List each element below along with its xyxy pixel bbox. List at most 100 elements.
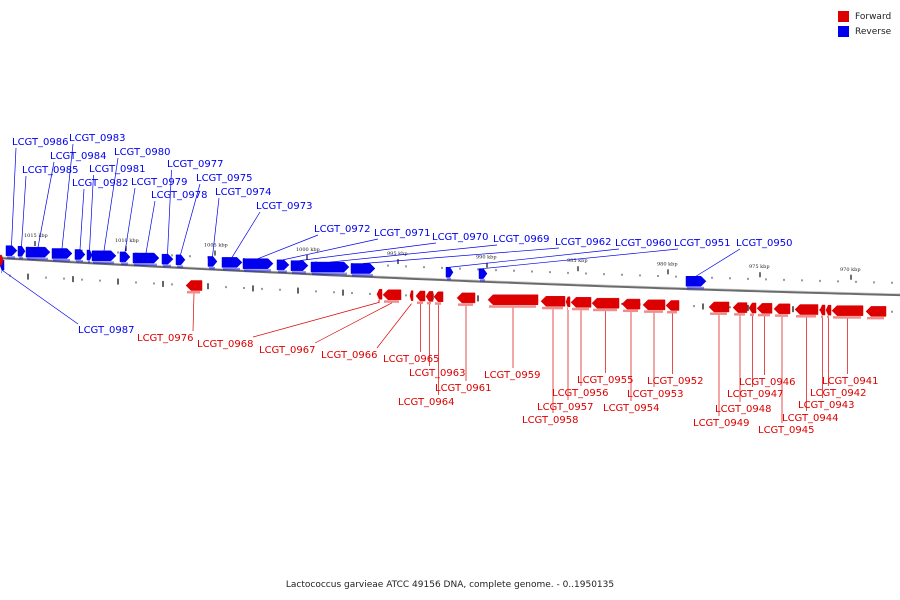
label-lcgt-0964[interactable]: LCGT_0964 [398,397,455,408]
gene-lcgt-0968[interactable] [376,289,383,303]
gene-lcgt-0977[interactable] [161,253,174,268]
label-lcgt-0957[interactable]: LCGT_0957 [537,402,594,413]
gene-lcgt-0985[interactable] [17,245,26,260]
gene-lcgt-0941-body [831,305,864,316]
label-lcgt-0960[interactable]: LCGT_0960 [615,238,672,249]
gene-lcgt-0971[interactable] [276,259,290,273]
gene-lcgt-0984[interactable] [25,246,51,261]
leader-lcgt-0971 [282,238,379,261]
gene-partial-left[interactable] [0,254,4,266]
gene-lcgt-0979[interactable] [119,251,131,265]
label-lcgt-0976[interactable]: LCGT_0976 [137,333,194,344]
gene-lcgt-0958[interactable] [540,296,566,310]
gene-lcgt-0944[interactable] [794,304,819,318]
gene-lcgt-0955[interactable] [591,297,620,312]
gene-lcgt-0978-body [132,252,160,264]
label-lcgt-0966[interactable]: LCGT_0966 [321,350,378,361]
gene-lcgt-0967[interactable] [382,289,402,303]
label-lcgt-0946[interactable]: LCGT_0946 [739,377,796,388]
gene-lcgt-0950[interactable] [685,275,707,290]
gene-lcgt-0976[interactable] [185,280,203,294]
gene-lcgt-0978[interactable] [132,252,160,267]
gene-lcgt-0940-partial[interactable] [865,306,887,320]
label-lcgt-0978[interactable]: LCGT_0978 [151,190,208,201]
gene-lcgt-0970[interactable] [290,260,309,274]
label-lcgt-0970[interactable]: LCGT_0970 [432,232,489,243]
gene-lcgt-0986[interactable] [5,245,18,259]
label-lcgt-0979[interactable]: LCGT_0979 [131,177,188,188]
label-lcgt-0974[interactable]: LCGT_0974 [215,187,272,198]
label-lcgt-0969[interactable]: LCGT_0969 [493,234,550,245]
gene-lcgt-0945[interactable] [773,303,791,317]
label-lcgt-0958[interactable]: LCGT_0958 [522,415,579,426]
label-lcgt-0977[interactable]: LCGT_0977 [167,159,224,170]
label-lcgt-0980[interactable]: LCGT_0980 [114,147,171,158]
label-lcgt-0956[interactable]: LCGT_0956 [552,388,609,399]
gene-lcgt-0959[interactable] [487,294,539,308]
gene-lcgt-0953[interactable] [642,299,666,313]
gene-lcgt-0962[interactable] [350,263,376,277]
gene-lcgt-0954[interactable] [621,298,641,313]
gene-lcgt-0983[interactable] [51,248,73,262]
gene-lcgt-0942[interactable] [825,304,832,319]
gene-lcgt-0948[interactable] [732,302,748,316]
label-lcgt-0942[interactable]: LCGT_0942 [810,388,867,399]
label-lcgt-0954[interactable]: LCGT_0954 [603,403,660,414]
gene-lcgt-0961[interactable] [456,292,476,306]
label-lcgt-0975[interactable]: LCGT_0975 [196,173,253,184]
label-lcgt-0971[interactable]: LCGT_0971 [374,228,431,239]
label-lcgt-0983[interactable]: LCGT_0983 [69,133,126,144]
gene-lcgt-0969[interactable] [310,261,350,276]
label-lcgt-0967[interactable]: LCGT_0967 [259,345,316,356]
gene-lcgt-0941[interactable] [831,305,864,319]
gene-lcgt-0981[interactable] [86,249,93,264]
gene-lcgt-0943[interactable] [819,304,826,318]
label-lcgt-0984[interactable]: LCGT_0984 [50,151,107,162]
label-lcgt-0987[interactable]: LCGT_0987 [78,325,135,336]
gene-lcgt-0982[interactable] [74,249,86,263]
label-lcgt-0985[interactable]: LCGT_0985 [22,165,79,176]
label-lcgt-0961[interactable]: LCGT_0961 [435,383,492,394]
label-lcgt-0951[interactable]: LCGT_0951 [674,238,731,249]
gene-lcgt-0966[interactable] [409,290,414,301]
gene-lcgt-0946[interactable] [756,303,773,317]
gene-lcgt-0980[interactable] [91,250,117,264]
label-lcgt-0959[interactable]: LCGT_0959 [484,370,541,381]
gene-lcgt-0952[interactable] [665,300,680,314]
gene-lcgt-0974[interactable] [207,256,218,270]
gene-lcgt-0960[interactable] [445,266,454,281]
label-lcgt-0962[interactable]: LCGT_0962 [555,237,612,248]
label-lcgt-0943[interactable]: LCGT_0943 [798,400,855,411]
gene-lcgt-0947[interactable] [748,302,757,316]
label-lcgt-0944[interactable]: LCGT_0944 [782,413,839,424]
label-lcgt-0981[interactable]: LCGT_0981 [89,164,146,175]
label-lcgt-0947[interactable]: LCGT_0947 [727,389,784,400]
label-lcgt-0968[interactable]: LCGT_0968 [197,339,254,350]
label-lcgt-0982[interactable]: LCGT_0982 [72,178,129,189]
label-lcgt-0986[interactable]: LCGT_0986 [12,137,69,148]
label-lcgt-0949[interactable]: LCGT_0949 [693,418,750,429]
label-lcgt-0955[interactable]: LCGT_0955 [577,375,634,386]
gene-lcgt-0957[interactable] [565,296,571,310]
label-lcgt-0952[interactable]: LCGT_0952 [647,376,704,387]
label-lcgt-0965[interactable]: LCGT_0965 [383,354,440,365]
gene-lcgt-0965[interactable] [415,290,426,305]
gene-lcgt-0972[interactable] [242,258,274,272]
label-lcgt-0972[interactable]: LCGT_0972 [314,224,371,235]
label-lcgt-0953[interactable]: LCGT_0953 [627,389,684,400]
label-lcgt-0950[interactable]: LCGT_0950 [736,238,793,249]
label-lcgt-0963[interactable]: LCGT_0963 [409,368,466,379]
label-lcgt-0973[interactable]: LCGT_0973 [256,201,313,212]
gene-lcgt-0963[interactable] [425,291,434,305]
gene-lcgt-0951[interactable] [478,268,488,282]
label-lcgt-0948[interactable]: LCGT_0948 [715,404,772,415]
gene-lcgt-0973[interactable] [221,257,243,271]
leader-lcgt-0986 [11,147,17,246]
gene-lcgt-0964[interactable] [433,291,444,305]
gene-lcgt-0975[interactable] [175,254,186,268]
gene-lcgt-0949[interactable] [708,301,730,315]
label-lcgt-0945[interactable]: LCGT_0945 [758,425,815,436]
label-lcgt-0941[interactable]: LCGT_0941 [822,376,879,387]
leader-lcgt-0984 [37,161,55,248]
gene-lcgt-0956[interactable] [570,297,592,311]
